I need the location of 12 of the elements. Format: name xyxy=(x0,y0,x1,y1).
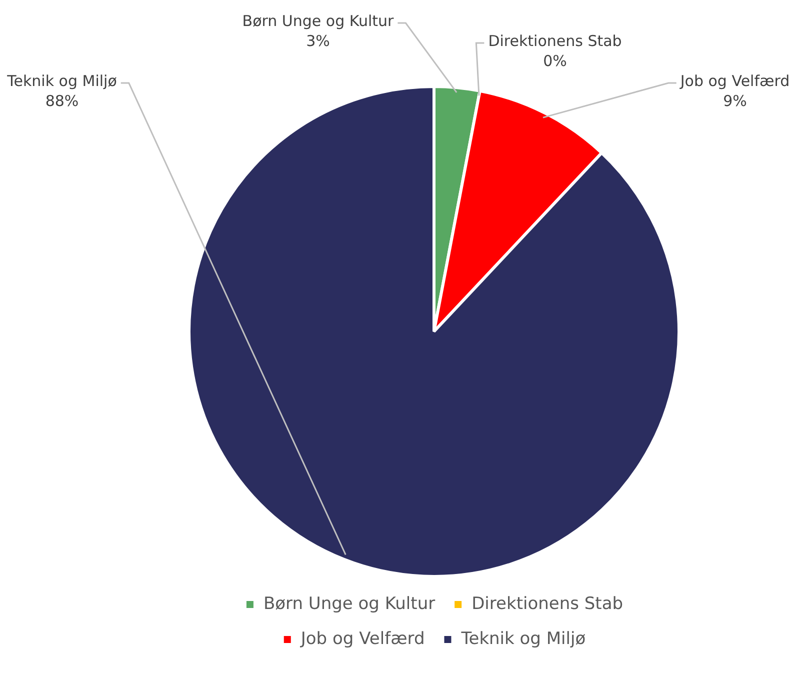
legend-label: Teknik og Miljø xyxy=(460,628,586,649)
slice-label: Teknik og Miljø xyxy=(6,72,117,90)
data-label: 88% xyxy=(45,92,79,110)
legend-label: Job og Velfærd xyxy=(300,628,425,649)
legend-label: Direktionens Stab xyxy=(472,594,624,614)
text: 0% xyxy=(543,52,567,70)
slice-label: Børn Unge og Kultur xyxy=(242,12,395,30)
data-label: 3% xyxy=(306,32,330,50)
legend-label: Børn Unge og Kultur xyxy=(263,594,436,614)
data-label: 9% xyxy=(723,92,747,110)
slice-label: Job og Velfærd xyxy=(679,72,790,90)
category-label: Direktionens Stab xyxy=(488,32,622,50)
